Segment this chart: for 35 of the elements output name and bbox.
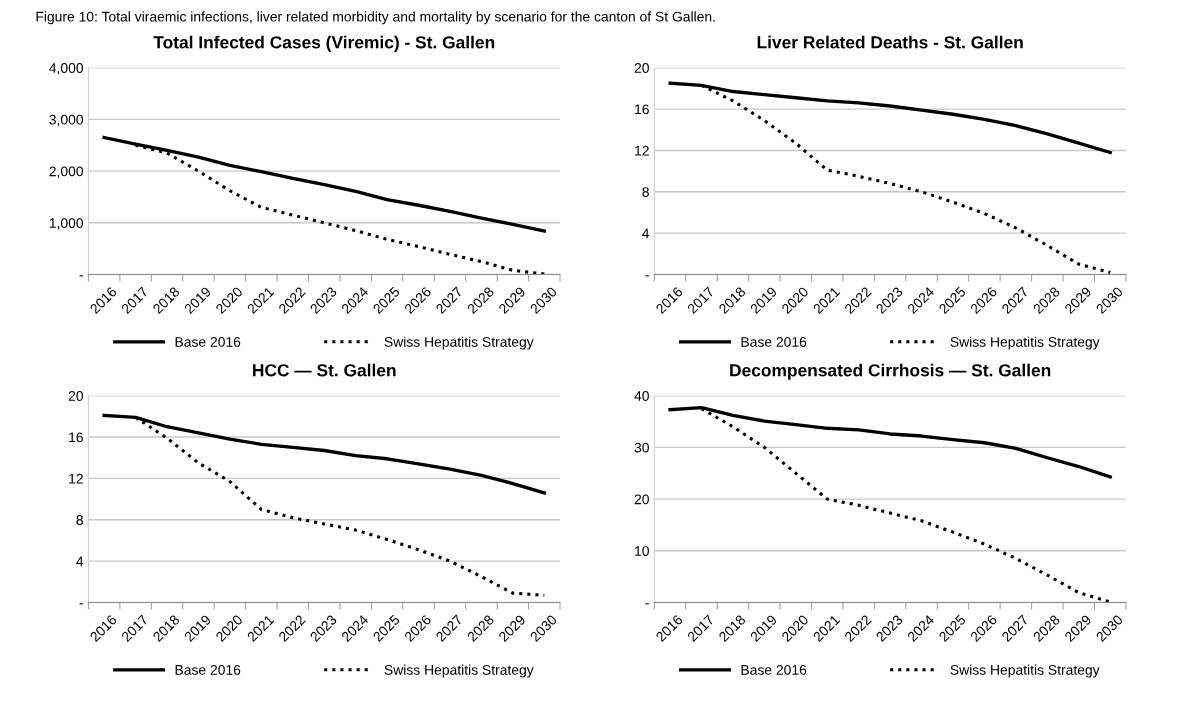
y-tick-label: - [79, 603, 83, 605]
y-tick-label: 12 [69, 473, 83, 484]
legend-label: Base 2016 [175, 337, 241, 347]
y-tick-label: 8 [76, 515, 83, 525]
y-tick-label: 20 [634, 494, 649, 505]
y-tick-label: 4 [76, 556, 84, 567]
y-tick-label: 30 [634, 442, 649, 453]
y-tick-label: 20 [68, 391, 84, 401]
y-tick-label: 16 [635, 104, 649, 115]
chart-title: Liver Related Deaths - St. Gallen [757, 35, 1023, 49]
y-tick-label: 2,000 [49, 166, 84, 178]
y-tick-label: 8 [642, 187, 649, 197]
y-tick-label: 4 [642, 228, 650, 239]
chart-title: Total Infected Cases (Viremic) - St. Gallen [153, 35, 495, 52]
legend-label: Swiss Hepatitis Strategy [384, 336, 534, 350]
chart-title: Decompensated Cirrhosis — St. Gallen [730, 363, 1051, 380]
y-tick-label: 1,000 [49, 218, 84, 230]
y-tick-label: 10 [635, 546, 649, 556]
legend-label: Swiss Hepatitis Strategy [950, 664, 1100, 678]
legend-label: Swiss Hepatitis Strategy [384, 664, 534, 678]
y-tick-label: 40 [634, 391, 649, 401]
y-tick-label: 3,000 [49, 114, 84, 127]
legend-label: Base 2016 [741, 337, 807, 347]
y-tick-label: 12 [635, 145, 649, 156]
y-tick-label: 4,000 [49, 63, 84, 75]
legend-label: Base 2016 [741, 664, 807, 675]
legend-label: Base 2016 [175, 664, 241, 675]
y-tick-label: - [645, 603, 649, 605]
legend-label: Swiss Hepatitis Strategy [950, 336, 1100, 350]
y-tick-label: 20 [634, 63, 649, 73]
y-tick-label: 16 [69, 432, 83, 443]
y-tick-label: - [645, 275, 649, 277]
caption: Figure 10: Total viraemic infections, liver related morbidity and mortality by scenario for the canton of St Gallen. [36, 11, 715, 25]
chart-title: HCC — St. Gallen [253, 363, 396, 377]
y-tick-label: - [79, 275, 83, 277]
